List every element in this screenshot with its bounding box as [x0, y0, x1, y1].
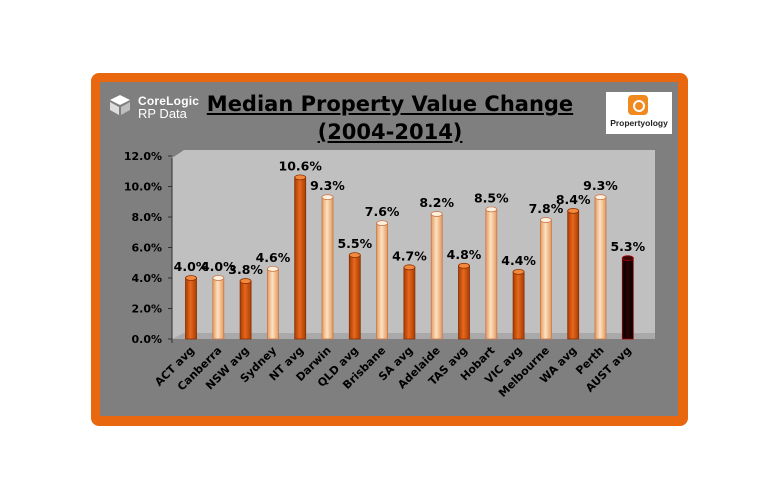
bar-top-cap	[594, 194, 607, 201]
bar	[512, 268, 525, 340]
bar	[567, 207, 580, 340]
data-label: 9.3%	[310, 178, 345, 193]
y-tick-label: 0.0%	[131, 333, 162, 346]
bar-body	[294, 176, 307, 340]
data-label: 4.4%	[501, 253, 536, 268]
data-label: 8.2%	[419, 195, 454, 210]
plot-area	[172, 150, 655, 339]
bar	[239, 278, 252, 340]
bar-body	[621, 257, 634, 340]
bar	[266, 265, 279, 340]
bar-top-cap	[185, 275, 197, 281]
data-label: 4.0%	[201, 259, 236, 274]
chart-title-line-2: (2004-2014)	[317, 120, 463, 144]
corelogic-logo-text: CoreLogic	[138, 94, 200, 108]
bar-top-cap	[239, 278, 252, 284]
bar	[594, 194, 607, 340]
chart-title-line-1: Median Property Value Change	[206, 92, 574, 116]
data-label: 4.8%	[447, 247, 482, 262]
rp-data-logo-text: RP Data	[138, 106, 187, 121]
bar-top-cap	[621, 255, 634, 262]
bar	[540, 217, 552, 340]
bar	[376, 220, 389, 340]
data-label: 10.6%	[279, 158, 323, 173]
chart-title: Median Property Value Change (2004-2014)	[195, 90, 585, 146]
corelogic-logo-icon	[110, 95, 130, 115]
bar-body	[485, 208, 498, 340]
y-tick-label: 4.0%	[131, 272, 162, 285]
y-tick-label: 2.0%	[131, 303, 162, 316]
bar	[430, 211, 443, 340]
bar-body	[540, 219, 552, 340]
data-label: 7.6%	[365, 204, 400, 219]
bar	[621, 255, 634, 340]
bar-body	[185, 277, 197, 340]
data-label: 8.4%	[556, 192, 591, 207]
bar-top-cap	[430, 211, 443, 217]
data-label: 7.8%	[529, 201, 564, 216]
bar-top-cap	[485, 206, 498, 213]
bar	[403, 264, 416, 340]
bar-top-cap	[266, 265, 279, 272]
bar	[458, 262, 470, 340]
bar-body	[212, 277, 225, 340]
bar-top-cap	[567, 207, 580, 214]
bar-top-cap	[376, 220, 389, 227]
bar	[485, 206, 498, 340]
data-label: 4.6%	[256, 250, 291, 265]
bar-body	[376, 222, 389, 340]
bar	[294, 174, 307, 340]
bar	[321, 194, 334, 340]
bar-top-cap	[540, 217, 552, 223]
bar-top-cap	[348, 252, 361, 259]
bar	[212, 275, 225, 340]
data-label: 4.0%	[174, 259, 209, 274]
y-tick-label: 10.0%	[124, 181, 162, 194]
y-tick-label: 6.0%	[131, 242, 162, 255]
bar-top-cap	[403, 264, 416, 271]
bar	[185, 275, 197, 340]
bar	[348, 252, 361, 340]
bar-body	[512, 271, 525, 340]
bar-body	[239, 280, 252, 340]
bar-top-cap	[458, 262, 470, 269]
data-label: 4.7%	[392, 248, 427, 263]
y-tick-label: 8.0%	[131, 211, 162, 224]
data-label: 5.3%	[610, 239, 645, 254]
bar-body	[321, 196, 334, 340]
bar-body	[430, 213, 443, 340]
propertyology-logo: Propertyology	[606, 92, 672, 134]
data-label: 9.3%	[583, 178, 618, 193]
bar-top-cap	[294, 174, 307, 181]
bar-top-cap	[321, 194, 334, 201]
bar-body	[403, 266, 416, 340]
data-label: 5.5%	[337, 236, 372, 251]
bar-body	[594, 196, 607, 340]
house-icon	[628, 95, 648, 115]
bar-body	[266, 268, 279, 340]
bar-body	[458, 265, 470, 340]
y-tick-label: 12.0%	[124, 150, 162, 163]
bar-top-cap	[212, 275, 225, 281]
bar-body	[567, 210, 580, 340]
corelogic-logo: CoreLogic RP Data	[108, 92, 200, 121]
data-label: 8.5%	[474, 190, 509, 205]
bar-top-cap	[512, 268, 525, 275]
propertyology-logo-text: Propertyology	[610, 118, 668, 128]
data-label: 3.8%	[228, 262, 263, 277]
bar-body	[348, 254, 361, 340]
